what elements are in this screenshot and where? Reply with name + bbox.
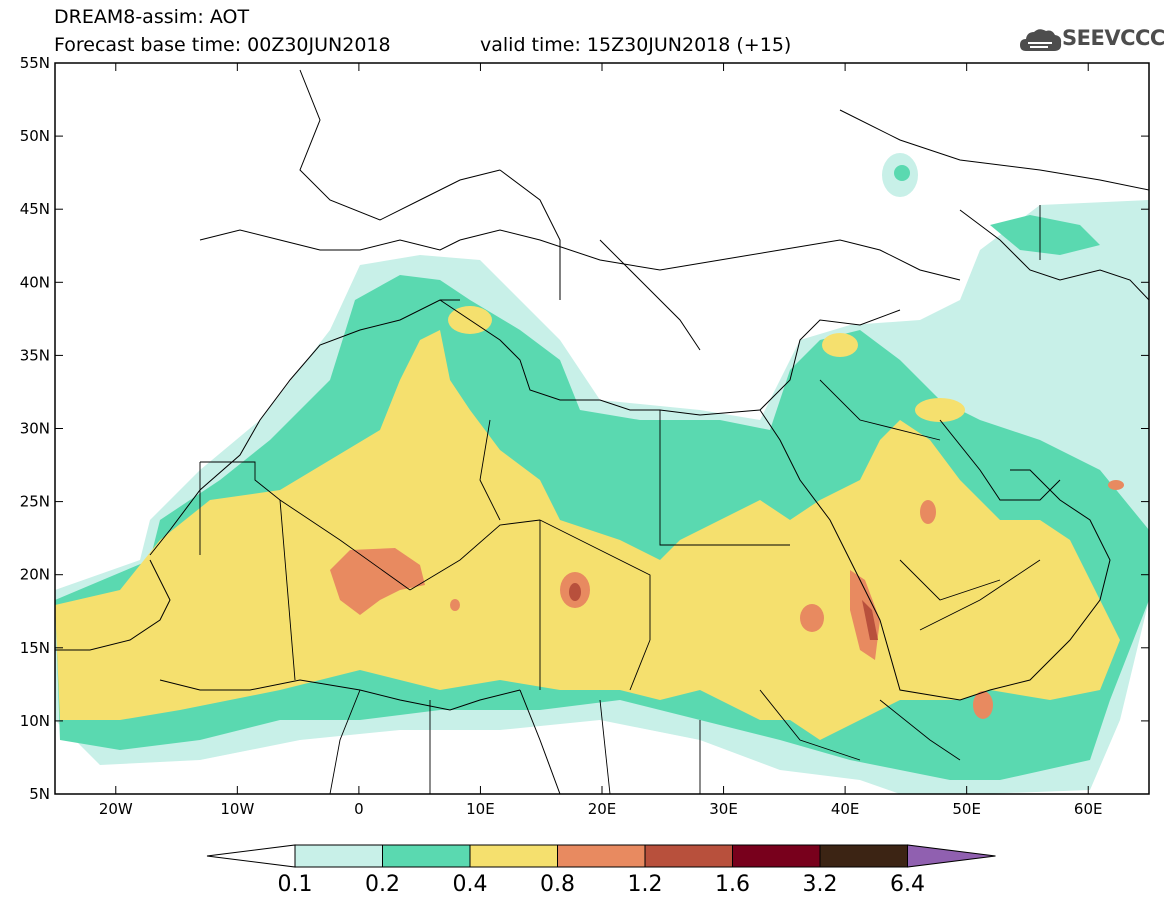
lat-label: 5N [29,785,50,803]
lat-label: 55N [20,54,50,72]
lon-label: 60E [1074,800,1103,818]
lon-label: 20W [99,800,133,818]
colorbar-label: 6.4 [890,872,925,897]
aot-level-0.8 [330,480,1124,719]
colorbar-box [732,844,821,868]
lat-label: 15N [20,639,50,657]
lon-label: 20E [588,800,617,818]
lon-label: 30E [709,800,738,818]
latitude-axis: 5N 10N 15N 20N 25N 30N 35N 40N 45N 50N 55N [20,54,1149,803]
colorbar-label: 0.4 [453,872,488,897]
lon-label: 0 [354,800,364,818]
colorbar-box [819,844,908,868]
lat-label: 35N [20,346,50,364]
lon-label: 10W [220,800,254,818]
colorbar-label: 3.2 [803,872,838,897]
colorbar-box [294,844,383,868]
forecast-base-time: Forecast base time: 00Z30JUN2018 [54,34,391,56]
colorbar-over-triangle [907,844,996,868]
lon-label: 10E [466,800,495,818]
lat-label: 45N [20,200,50,218]
lat-label: 10N [20,712,50,730]
colorbar-box [382,844,471,868]
lat-label: 50N [20,127,50,145]
colorbar-label: 0.8 [540,872,575,897]
colorbar-label: 1.6 [715,872,750,897]
lon-label: 50E [952,800,981,818]
lat-label: 20N [20,566,50,584]
map-title: DREAM8-assim: AOT [54,6,250,28]
valid-time: valid time: 15Z30JUN2018 (+15) [480,34,792,56]
aot-level-1.2 [569,583,878,640]
colorbar-under-triangle [206,844,296,868]
colorbar-box [469,844,558,868]
lat-label: 30N [20,420,50,438]
colorbar-box [644,844,733,868]
colorbar-label: 1.2 [628,872,663,897]
colorbar-label: 0.2 [365,872,400,897]
aot-field [55,69,1149,794]
seevccc-cloud-logo-icon [1020,29,1062,51]
colorbar-label: 0.1 [278,872,313,897]
lat-label: 25N [20,493,50,511]
lat-label: 40N [20,273,50,291]
logo-text: SEEVCCC [1062,26,1165,50]
colorbar-box [557,844,646,868]
longitude-axis: 20W 10W 0 10E 20E 30E 40E 50E 60E [99,63,1103,818]
lon-label: 40E [831,800,860,818]
country-borders [199,205,1041,794]
